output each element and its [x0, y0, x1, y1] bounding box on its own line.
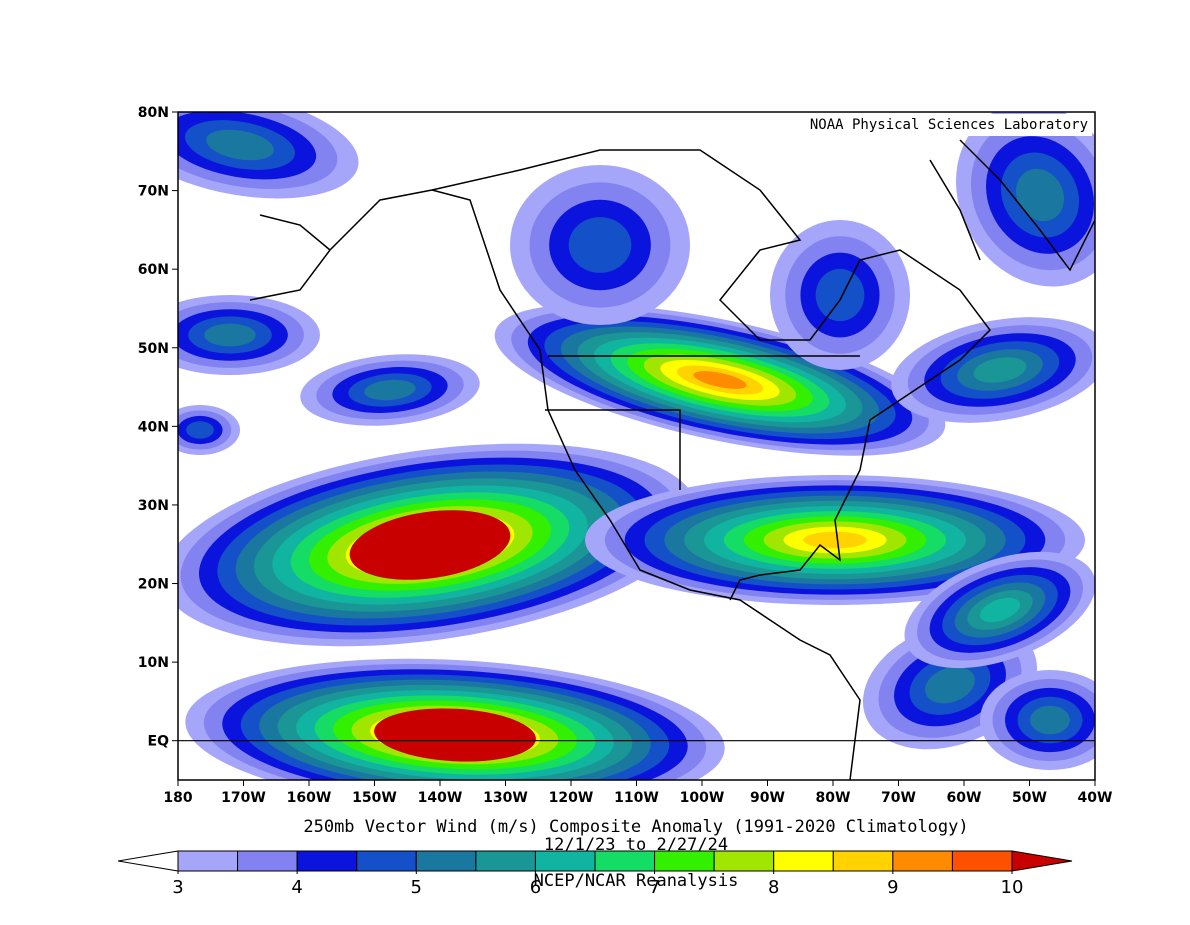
greenland-outline — [929, 139, 1095, 272]
title: 250mb Vector Wind (m/s) Composite Anomal… — [303, 817, 968, 837]
alaska-outline — [249, 189, 433, 301]
x-tick-label: 140W — [418, 790, 463, 806]
y-tick-label: EQ — [148, 734, 170, 750]
colorbar-label: 10 — [1001, 877, 1024, 898]
x-tick-label: 120W — [549, 790, 594, 806]
y-tick-label: 30N — [138, 498, 169, 514]
contour-fill — [349, 510, 511, 580]
colorbar-segment — [951, 850, 1013, 872]
colorbar-segment — [773, 850, 834, 872]
x-tick-label: 40W — [1078, 790, 1113, 806]
colorbar-segment — [594, 850, 656, 872]
x-tick-label: 70W — [881, 790, 916, 806]
y-tick-label: 80N — [138, 105, 169, 121]
colorbar-label: 5 — [411, 877, 422, 898]
contour-fill — [374, 708, 536, 762]
colorbar-segment — [654, 850, 715, 872]
colorbar-segment — [356, 850, 417, 872]
contour-fill — [1015, 168, 1065, 222]
contour-fill — [364, 379, 416, 401]
colorbar-label: 8 — [768, 877, 779, 898]
x-tick-label: 150W — [352, 790, 397, 806]
colorbar-segment — [713, 850, 775, 872]
y-tick-label: 60N — [138, 262, 169, 278]
y-tick-label: 50N — [138, 341, 169, 357]
source: NCEP/NCAR Reanalysis — [534, 871, 739, 891]
x-tick-label: 100W — [680, 790, 725, 806]
x-tick-label: 170W — [221, 790, 266, 806]
contour-fill — [973, 357, 1027, 383]
y-tick-label: 40N — [138, 419, 169, 435]
contour-fill — [206, 129, 274, 161]
contour-fill — [925, 666, 975, 704]
contour-fill — [1030, 705, 1070, 735]
colorbar-label: 4 — [291, 877, 302, 898]
contour-fill — [204, 323, 256, 347]
x-tick-label: 110W — [614, 790, 659, 806]
colorbar-over — [1011, 850, 1073, 872]
credit: NOAA Physical Sciences Laboratory — [810, 117, 1088, 133]
contour-fill — [815, 268, 865, 322]
colorbar-label: 9 — [887, 877, 898, 898]
colorbar-segment — [892, 850, 953, 872]
x-tick-label: 90W — [750, 790, 785, 806]
x-tick-label: 160W — [287, 790, 332, 806]
x-tick-label: 50W — [1012, 790, 1047, 806]
contour-fill — [186, 421, 214, 439]
colorbar-under — [117, 850, 179, 872]
wind-field — [178, 112, 1095, 780]
colorbar-segment — [177, 850, 239, 872]
colorbar-label: 6 — [530, 877, 541, 898]
contour-fill — [979, 597, 1021, 623]
colorbar-segment — [237, 850, 298, 872]
y-tick-label: 10N — [138, 655, 169, 671]
colorbar-label: 7 — [649, 877, 660, 898]
credit-box — [780, 114, 1092, 136]
colorbar: 3 4 5 6 7 8 9 10 — [117, 850, 1073, 898]
x-tick-label: 80W — [816, 790, 851, 806]
colorbar-segment — [296, 850, 358, 872]
coastlines — [249, 139, 1095, 780]
colorbar-label: 3 — [172, 877, 183, 898]
y-tick-label: 70N — [138, 184, 169, 200]
north-america-outline — [431, 149, 991, 780]
us-border — [545, 355, 860, 490]
contour-fill — [568, 217, 632, 273]
subtitle: 12/1/23 to 2/27/24 — [544, 835, 728, 855]
x-tick-label: 60W — [947, 790, 982, 806]
contour-fill — [693, 371, 747, 389]
x-tick-label: 180 — [163, 790, 192, 806]
colorbar-segment — [534, 850, 596, 872]
contour-fill — [803, 531, 867, 549]
colorbar-segment — [475, 850, 536, 872]
colorbar-segment — [415, 850, 477, 872]
x-tick-label: 130W — [483, 790, 528, 806]
colorbar-segment — [832, 850, 894, 872]
y-tick-label: 20N — [138, 577, 169, 593]
